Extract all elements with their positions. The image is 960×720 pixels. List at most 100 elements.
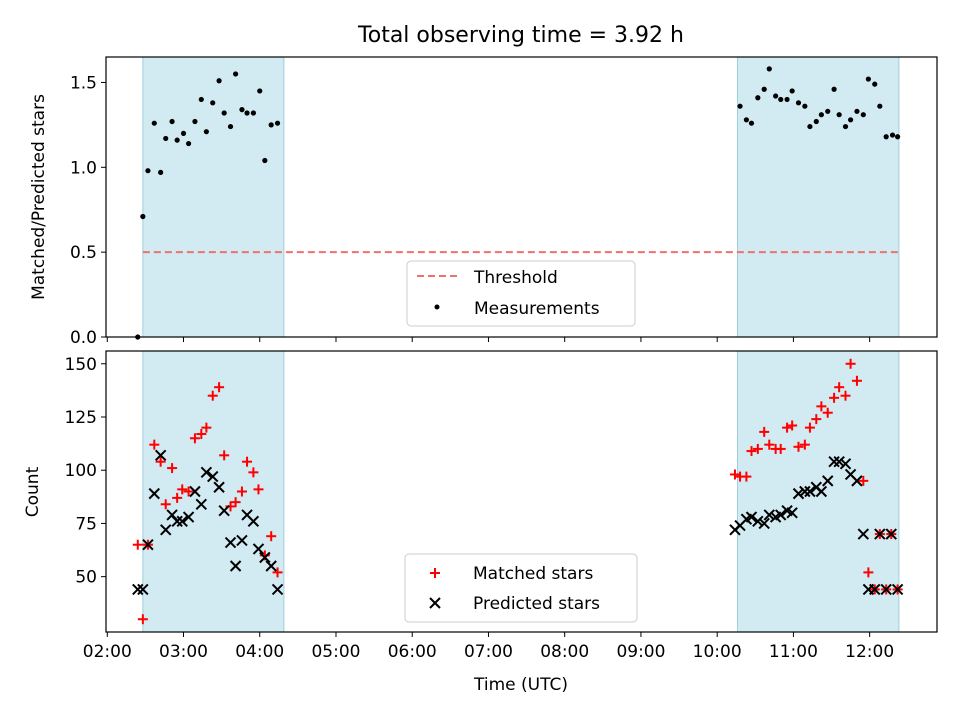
predicted-star-point	[247, 515, 260, 528]
predicted-star-point	[745, 511, 758, 523]
x-axis-label: Time (UTC)	[473, 675, 568, 695]
measurements-legend-label: Measurements	[474, 299, 600, 319]
bottom-legend: Matched stars Predicted stars	[404, 553, 638, 623]
predicted-star-point	[839, 458, 852, 470]
predicted-star-point	[869, 583, 881, 596]
matched-star-point	[253, 484, 264, 495]
x-tick-label: 10:00	[693, 642, 742, 662]
measurement-point	[748, 120, 755, 126]
measurement-point	[233, 71, 239, 77]
shaded-interval	[737, 56, 900, 338]
measurement-point	[216, 78, 222, 84]
bottom-y-axis-label: Count	[23, 466, 43, 517]
count-points	[132, 358, 904, 625]
matched-star-point	[799, 439, 810, 450]
matched-star-point	[811, 414, 822, 425]
measurement-point	[743, 117, 750, 123]
matched-star-point	[851, 375, 862, 386]
predicted-star-point	[200, 466, 213, 479]
matched-star-point	[863, 567, 874, 578]
matched-star-point	[834, 382, 845, 393]
x-tick-label: 03:00	[159, 642, 208, 662]
top-plot-frame	[105, 56, 938, 338]
predicted-star-point	[763, 509, 775, 521]
predicted-legend-swatch	[429, 597, 441, 609]
measurement-point	[789, 88, 795, 94]
predicted-star-point	[891, 583, 904, 596]
measurement-point	[831, 86, 837, 92]
matched-star-point	[177, 484, 188, 495]
x-tick-label: 12:00	[845, 642, 894, 662]
predicted-star-point	[207, 470, 219, 483]
x-tick-label: 06:00	[388, 642, 437, 662]
predicted-star-point	[851, 475, 863, 487]
measurement-points	[135, 66, 901, 340]
x-tick-label: 02:00	[83, 642, 132, 662]
measurement-point	[773, 93, 779, 99]
predicted-star-point	[857, 528, 870, 540]
measurement-point	[865, 76, 871, 82]
predicted-star-point	[132, 583, 144, 596]
top-panel: 0.0 0.5 1.0 1.5 Matched/Predicted stars Thr…	[29, 56, 938, 348]
measurement-point	[198, 96, 204, 103]
y-tick-label: 0.5	[70, 243, 97, 263]
measurement-point	[877, 103, 883, 109]
matched-star-point	[155, 456, 166, 467]
measurement-point	[227, 123, 234, 130]
measurement-point	[180, 130, 187, 136]
y-tick-label: 50	[75, 568, 97, 588]
measurement-point	[210, 100, 216, 106]
matched-star-point	[775, 443, 786, 454]
measurement-point	[151, 120, 157, 126]
measurement-point	[174, 137, 180, 143]
bottom-y-ticks: 50 75 100 125 150	[65, 355, 106, 588]
measurement-point	[274, 120, 281, 126]
threshold-legend-label: Threshold	[473, 268, 558, 288]
matched-legend-label: Matched stars	[473, 564, 593, 584]
measurement-point	[825, 108, 831, 114]
measurement-point	[169, 118, 175, 125]
y-tick-label: 1.5	[70, 73, 97, 93]
matched-star-point	[167, 463, 178, 474]
matched-legend-swatch	[430, 568, 440, 578]
shaded-interval	[142, 56, 285, 338]
x-tick-label: 07:00	[464, 642, 513, 662]
measurement-point	[192, 118, 198, 125]
matched-star-point	[242, 456, 253, 467]
bottom-x-ticks: 02:00 03:00 04:00 05:00 06:00 07:00 08:00 09:00…	[83, 632, 894, 662]
measurement-point	[268, 122, 274, 128]
top-x-ticks	[106, 337, 871, 342]
matched-star-point	[201, 422, 212, 433]
predicted-star-point	[218, 504, 230, 517]
measurement-point	[185, 140, 192, 147]
x-tick-label: 04:00	[235, 642, 284, 662]
x-tick-label: 09:00	[616, 642, 665, 662]
predicted-star-point	[874, 528, 886, 540]
matched-star-point	[172, 492, 183, 503]
matched-star-point	[793, 441, 804, 452]
measurement-point	[221, 110, 227, 116]
matched-star-point	[248, 467, 259, 478]
x-tick-label: 08:00	[540, 642, 589, 662]
matched-star-point	[219, 450, 230, 461]
measurement-point	[842, 123, 849, 130]
top-legend-box	[406, 260, 636, 327]
predicted-star-point	[252, 543, 265, 555]
x-tick-label: 11:00	[769, 642, 818, 662]
measurement-point	[795, 100, 802, 106]
matched-star-point	[132, 539, 143, 550]
measurement-point	[847, 117, 854, 123]
measurement-point	[761, 86, 767, 92]
matched-star-point	[137, 614, 148, 625]
predicted-star-point	[148, 487, 160, 500]
y-tick-label: 75	[75, 514, 97, 534]
measurement-point	[872, 81, 878, 87]
matched-star-point	[822, 407, 833, 418]
measurement-point	[766, 66, 772, 72]
chart-title: Total observing time = 3.92 h	[357, 23, 684, 48]
matched-star-point	[272, 567, 283, 578]
top-y-ticks: 0.0 0.5 1.0 1.5	[70, 73, 106, 348]
predicted-star-point	[271, 583, 284, 596]
measurement-point	[145, 168, 151, 174]
measurement-point	[737, 103, 743, 109]
